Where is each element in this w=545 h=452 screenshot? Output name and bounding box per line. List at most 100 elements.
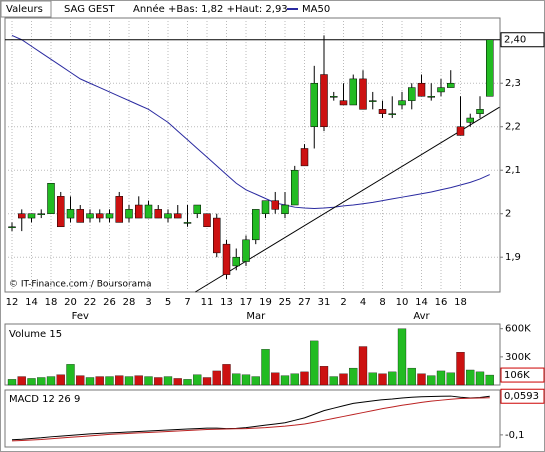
candle-body [359,78,367,110]
y-tick-label: 1,9 [505,252,521,263]
x-tick-label: 13 [220,297,233,308]
month-label: Mar [246,311,266,322]
y-tick-label: 2,1 [505,165,521,176]
last-value-box [500,32,545,48]
candle-body [57,196,65,228]
candle-body [86,213,94,219]
x-tick-label: 3 [145,297,151,308]
volume-bar [17,376,26,386]
volume-bar [95,376,104,386]
volume-bar [241,374,251,386]
volume-bar [27,378,36,386]
candle-body [388,113,396,115]
legend-label: MA50 [302,4,330,15]
volume-bar [46,376,56,386]
volume-bar [378,373,387,386]
volume-bar [300,371,309,386]
volume-bar [310,340,319,386]
candle-body [105,213,114,219]
volume-bar [193,374,202,386]
macd-title: MACD 12 26 9 [9,394,80,405]
volume-bar [105,376,114,386]
volume-bar [76,375,85,386]
volume-bar [261,349,270,386]
chart-subtitle: Année +Bas: 1,82 +Haut: 2,93 [133,3,288,15]
x-tick-label: 17 [240,297,253,308]
volume-bar [368,372,377,386]
candle-body [183,222,192,224]
candle-body [164,213,172,219]
tab [0,0,52,18]
x-tick-label: 10 [396,297,409,308]
candle-body [281,204,289,214]
candle-body [369,100,377,102]
x-tick-label: 2 [340,297,346,308]
volume-bar [475,371,485,386]
volume-title: Volume 15 [9,329,62,340]
candle-body [203,213,211,228]
volume-bar [37,377,46,386]
candle-body [330,96,338,98]
candle-body [115,196,123,223]
y-tick-label: -0,1 [505,430,525,441]
volume-bar [66,364,75,386]
candle-body [144,204,153,219]
candle-body [135,204,143,219]
x-tick-label: 11 [201,297,214,308]
volume-bar [134,375,143,386]
candle-body [320,74,328,127]
volume-bar [388,371,397,386]
candle-body [486,39,494,97]
y-tick-label: 2 [505,209,511,220]
x-tick-label: 26 [103,297,116,308]
last-value-label: 0,0593 [504,391,539,402]
macd-line [11,395,490,441]
volume-bar [183,379,192,386]
volume-bar [349,367,358,386]
candle-body [310,82,318,127]
candle-body [27,213,36,219]
candle-body [96,213,104,219]
volume-bar [251,376,260,386]
volume-bar [85,377,95,386]
month-label: Avr [413,311,430,322]
candle-body [154,209,162,219]
last-value-label: 2,40 [504,35,526,46]
volume-bar [446,372,455,386]
volume-bar [397,328,407,386]
volume-bar [154,377,163,386]
volume-bar [163,376,173,386]
volume-bar [427,375,436,386]
volume-bar [456,352,465,386]
y-tick-label: 2,2 [505,122,521,133]
volume-bar [280,375,290,386]
volume-bar [407,367,416,386]
volume-bar [202,377,212,386]
x-tick-label: 27 [298,297,311,308]
macd-panel [4,389,501,448]
x-tick-label: 14 [25,297,38,308]
source: © IT-Finance.com / Boursorama [9,280,151,290]
candle-body [232,256,240,267]
candle-body [76,209,84,223]
candle-body [37,213,45,215]
x-tick-label: 18 [45,297,58,308]
candle-body [174,213,182,219]
x-tick-label: 20 [64,297,77,308]
candle-body [66,209,75,219]
last-value-label: 106K [504,370,530,381]
x-tick-label: 4 [360,297,366,308]
last-value-box [500,388,545,404]
volume-bar [436,370,446,386]
volume-bar [7,379,17,386]
x-tick-label: 28 [123,297,136,308]
ma-line [11,34,490,209]
candle-body [427,96,435,98]
candle-body [291,169,299,206]
candle-body [408,87,416,101]
volume-bar [232,373,241,386]
candle-body [437,87,445,93]
y-tick-label: 600K [505,324,531,335]
volume-bar [339,373,348,386]
candle-body [18,213,26,219]
